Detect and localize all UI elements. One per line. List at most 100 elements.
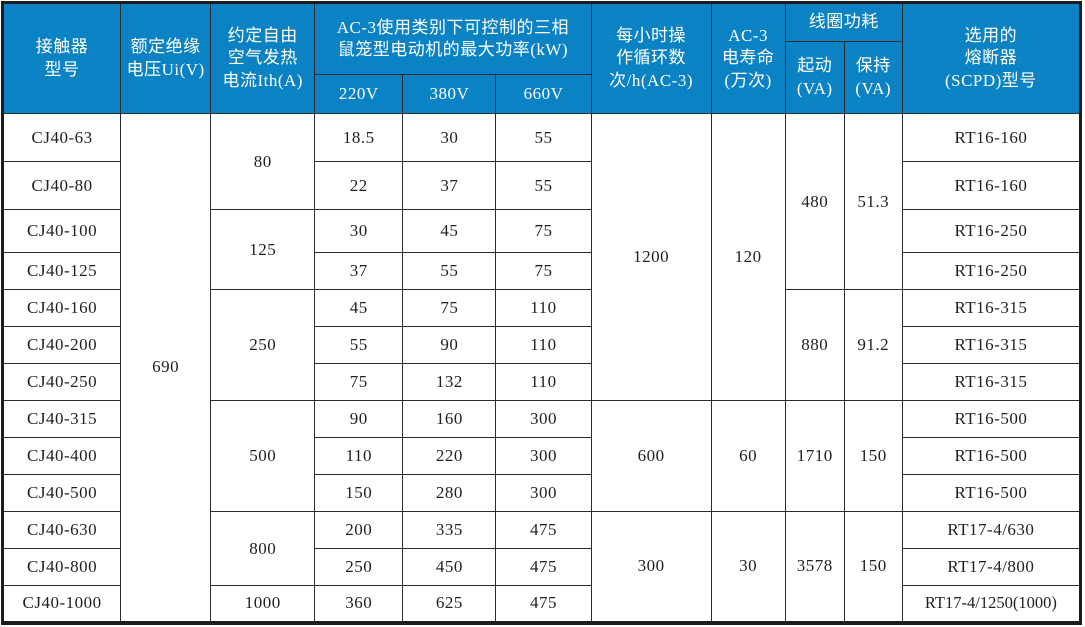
table-cell: 1200: [590, 113, 712, 401]
table-cell: 300: [495, 437, 592, 475]
table-row: CJ40-250 75 132 110 RT16-315: [1, 363, 1082, 401]
table-cell: 475: [495, 548, 592, 586]
table-cell: CJ40-100: [1, 209, 122, 253]
header-coil-power-group: 线圈功耗: [784, 2, 903, 42]
table-cell: 880: [784, 289, 845, 401]
table-cell: RT16-500: [901, 437, 1082, 475]
table-cell: 150: [843, 400, 903, 512]
table-cell: RT16-315: [901, 363, 1082, 401]
table-cell: 150: [843, 511, 903, 623]
table-cell: RT16-250: [901, 209, 1082, 253]
table-cell: CJ40-63: [1, 113, 122, 162]
table-cell: 45: [314, 289, 404, 327]
table-cell: CJ40-800: [1, 548, 122, 586]
table-cell: 60: [710, 400, 786, 512]
table-cell: 110: [495, 363, 592, 401]
table-cell: 160: [402, 400, 497, 438]
table-cell: CJ40-1000: [1, 585, 122, 623]
table-row: CJ40-500 150 280 300 RT16-500: [1, 474, 1082, 512]
table-body: CJ40-63 690 80 18.5 30 55 1200 120 480 51.3 RT16-1…: [1, 113, 1082, 623]
header-row-3: 220V 380V 660V: [3, 74, 1081, 114]
table-cell: 125: [210, 209, 316, 290]
table-cell: 110: [314, 437, 404, 475]
header-operating-cycles: 每小时操 作循环数 次/h(AC-3): [590, 2, 712, 114]
header-rated-insulation-voltage: 额定绝缘 电压Ui(V): [120, 2, 212, 114]
table-row: CJ40-1000 1000 360 625 475 RT17-4/1250(1000): [1, 585, 1082, 623]
header-coil-holding: 保持 (VA): [843, 41, 903, 114]
table-cell: CJ40-500: [1, 474, 122, 512]
table-row: CJ40-315 500 90 160 300 600 60 1710 150 RT16-500: [1, 400, 1082, 512]
table-cell: CJ40-250: [1, 363, 122, 401]
table-cell: 120: [710, 113, 786, 401]
table-cell: 450: [402, 548, 497, 586]
table-cell: RT16-160: [901, 161, 1082, 210]
table-cell: RT16-500: [901, 400, 1082, 438]
table-cell: 300: [495, 474, 592, 512]
table-cell: RT17-4/1250(1000): [901, 585, 1082, 623]
table-cell: 335: [402, 511, 497, 549]
table-cell: RT16-250: [901, 252, 1082, 290]
table-cell: 51.3: [843, 113, 903, 290]
header-row-2: 起动 (VA) 保持 (VA): [3, 41, 1081, 114]
header-thermal-current: 约定自由 空气发热 电流Ith(A): [210, 2, 316, 114]
table-cell: 110: [495, 326, 592, 364]
table-cell: CJ40-400: [1, 437, 122, 475]
table-cell: 90: [314, 400, 404, 438]
header-ac3-max-power-group: AC-3使用类别下可控制的三相 鼠笼型电动机的最大功率(kW): [314, 2, 592, 75]
table-cell: 500: [210, 400, 316, 512]
table-cell: 690: [120, 113, 212, 623]
header-voltage-380v: 380V: [402, 74, 497, 114]
table-cell: RT17-4/800: [901, 548, 1082, 586]
table-cell: 1710: [784, 400, 845, 512]
header-contactor-model: 接触器 型号: [1, 2, 122, 114]
table-cell: 600: [590, 400, 712, 512]
table-cell: 480: [784, 113, 845, 290]
table-cell: CJ40-315: [1, 400, 122, 438]
table-row: CJ40-80 22 37 55 RT16-160: [1, 161, 1082, 210]
table-cell: CJ40-125: [1, 252, 122, 290]
table-cell: 300: [590, 511, 712, 623]
table-cell: RT16-315: [901, 326, 1082, 364]
table-cell: 475: [495, 511, 592, 549]
table-cell: CJ40-630: [1, 511, 122, 549]
table-row: CJ40-125 37 55 75 RT16-250: [1, 252, 1082, 290]
table-cell: 80: [210, 113, 316, 210]
table-cell: 220: [402, 437, 497, 475]
table-cell: 75: [314, 363, 404, 401]
table-row: CJ40-200 55 90 110 RT16-315: [1, 326, 1082, 364]
table-cell: RT17-4/630: [901, 511, 1082, 549]
table-cell: CJ40-80: [1, 161, 122, 210]
table-row: CJ40-63 690 80 18.5 30 55 1200 120 480 51.3 RT16-1…: [1, 113, 1082, 623]
table-cell: 55: [314, 326, 404, 364]
table-cell: 55: [402, 252, 497, 290]
header-row-1: 接触器 型号 额定绝缘 电压Ui(V) 约定自由 空气发热 电流Ith(A) A…: [1, 2, 1082, 114]
header-ac3-electrical-life: AC-3 电寿命 (万次): [710, 2, 786, 114]
table-cell: 250: [210, 289, 316, 401]
table-cell: 45: [402, 209, 497, 253]
table-cell: 250: [314, 548, 404, 586]
table-cell: 30: [710, 511, 786, 623]
table-cell: 132: [402, 363, 497, 401]
table-cell: CJ40-200: [1, 326, 122, 364]
header-fuse-type: 选用的 熔断器 (SCPD)型号: [901, 2, 1082, 114]
table-row: CJ40-800 250 450 475 RT17-4/800: [1, 548, 1082, 586]
table-cell: 150: [314, 474, 404, 512]
table-cell: 1000: [210, 585, 316, 623]
header-coil-pickup: 起动 (VA): [784, 41, 845, 114]
table-cell: 30: [402, 113, 497, 162]
table-cell: 55: [495, 161, 592, 210]
table-cell: 55: [495, 113, 592, 162]
table-cell: 90: [402, 326, 497, 364]
table-cell: RT16-500: [901, 474, 1082, 512]
table-cell: 110: [495, 289, 592, 327]
table-cell: 18.5: [314, 113, 404, 162]
table-row: CJ40-160 250 45 75 110 880 91.2 RT16-315: [1, 289, 1082, 401]
table-row: CJ40-100 125 30 45 75 RT16-250: [1, 209, 1082, 290]
table-cell: 75: [402, 289, 497, 327]
table-cell: 625: [402, 585, 497, 623]
table-cell: CJ40-160: [1, 289, 122, 327]
table-cell: 360: [314, 585, 404, 623]
table-row: CJ40-400 110 220 300 RT16-500: [1, 437, 1082, 475]
